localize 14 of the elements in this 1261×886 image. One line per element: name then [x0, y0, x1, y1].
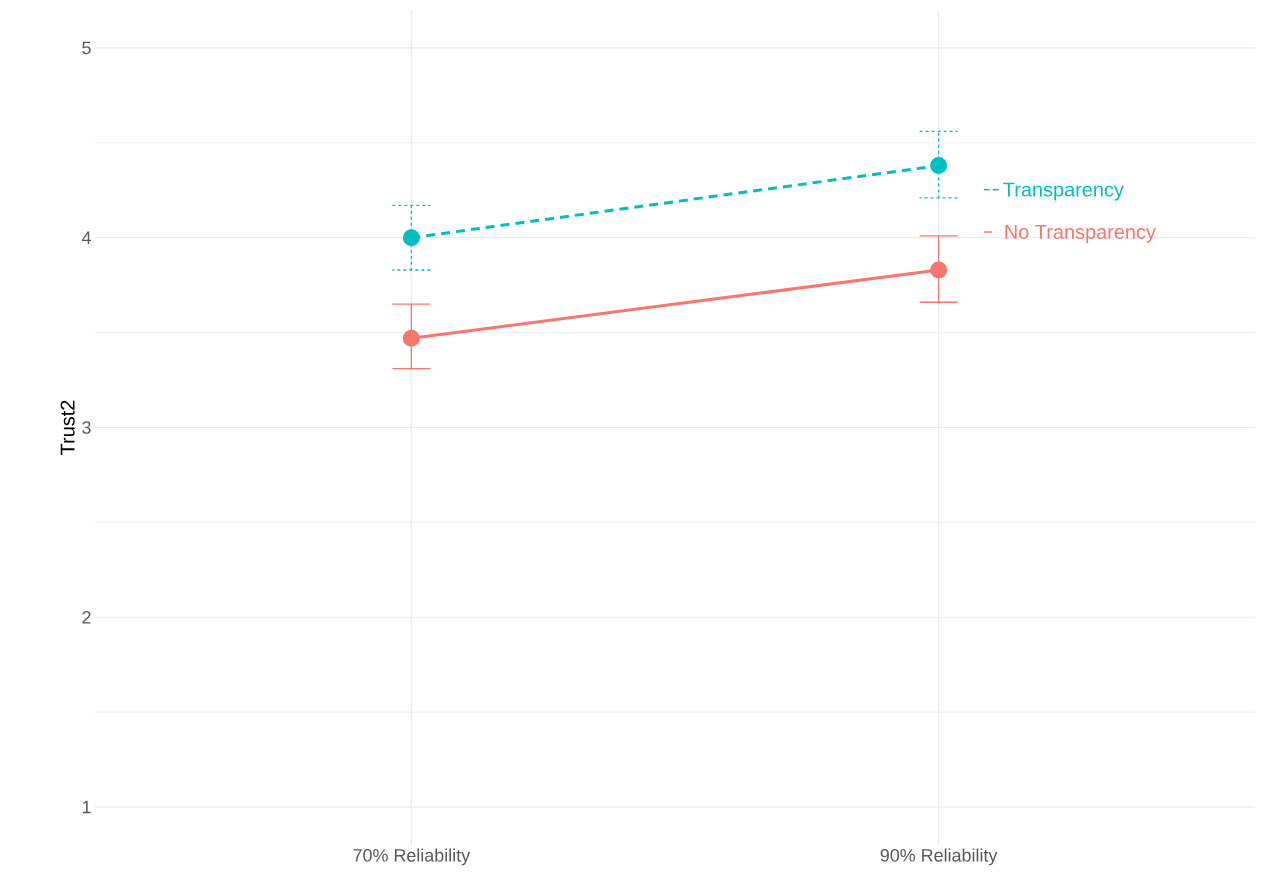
legend-label: Transparency [1003, 182, 1124, 201]
y-tick-label: 3 [82, 421, 91, 434]
point [930, 261, 948, 279]
point [402, 329, 420, 347]
y-tick-label: 4 [81, 231, 91, 244]
y-axis-title: Trust2 [60, 400, 75, 455]
x-tick-label: 70% Reliability [353, 848, 471, 866]
point [402, 229, 420, 247]
point [930, 157, 948, 175]
y-tick-label: 1 [82, 800, 91, 814]
legend-label: No Transparency [1005, 225, 1156, 243]
x-tick-label: 90% Reliability [880, 848, 998, 866]
y-tick-label: 5 [82, 41, 91, 55]
y-tick-label: 2 [82, 611, 91, 624]
